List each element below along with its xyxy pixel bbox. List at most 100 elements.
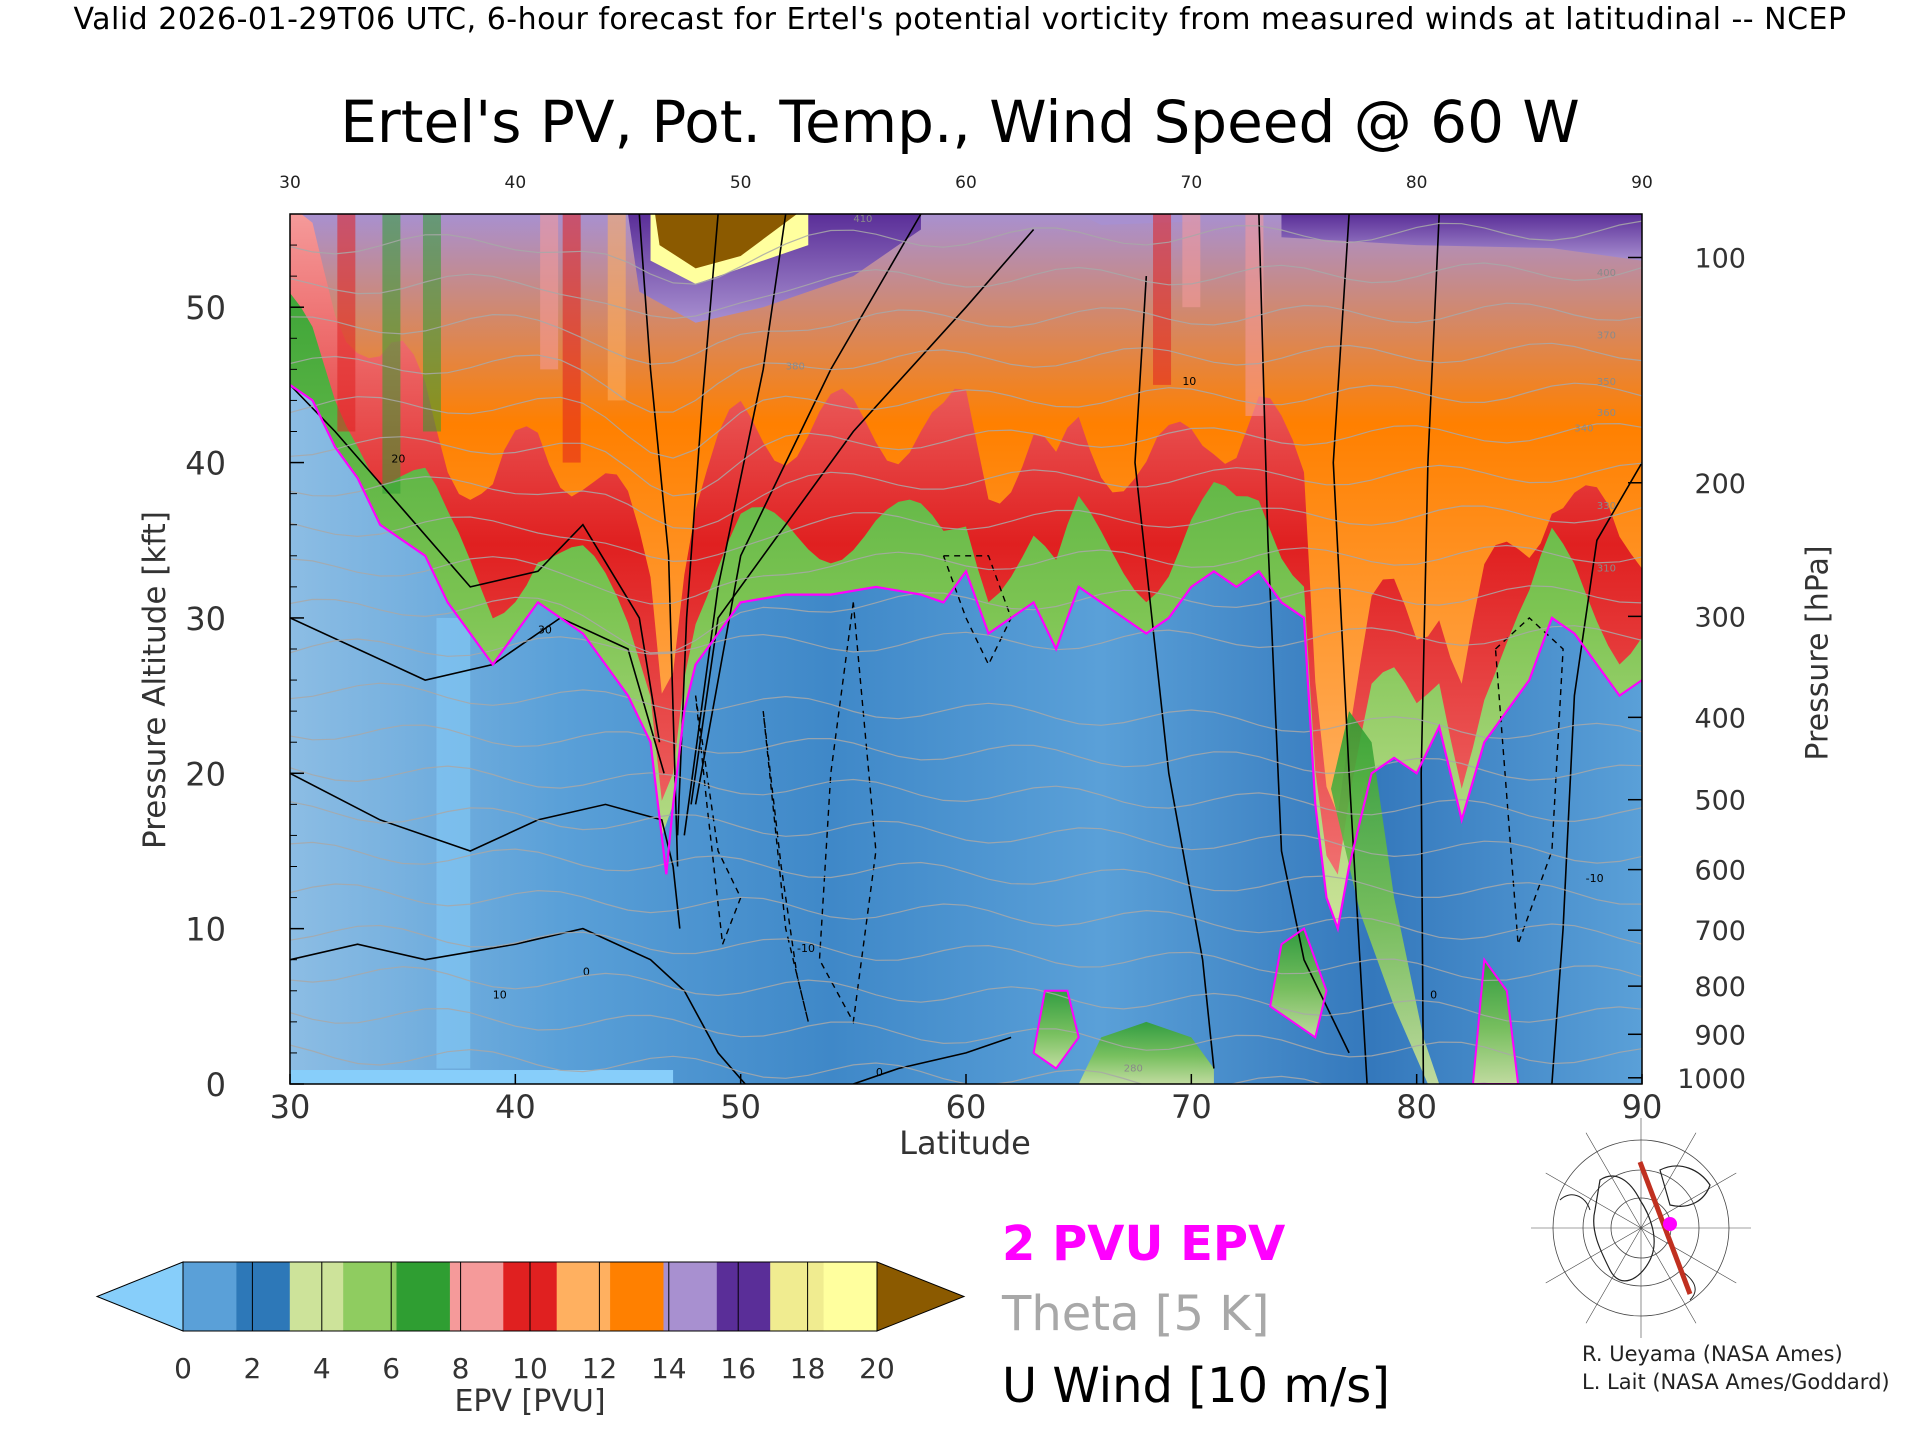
x-tick-label: 90: [1622, 1088, 1663, 1126]
theta-contour-line: [290, 765, 1642, 823]
theta-contour-line: [290, 382, 1642, 459]
colorbar-swatch: [770, 1262, 825, 1331]
theta-contour-label: 380: [786, 361, 805, 372]
wind-contour-label: 10: [493, 989, 507, 1002]
pv-2pvu-island: [1471, 956, 1520, 1084]
theta-contour-label: 330: [1597, 501, 1616, 512]
wind-contour-line: [290, 384, 661, 743]
x-tick-label: 60: [946, 1088, 987, 1126]
x-top-tick-label: 60: [955, 173, 977, 193]
colorbar-swatch: [716, 1262, 771, 1331]
wind-contour-label: -10: [1586, 872, 1604, 885]
colorbar: 0 2 4 6 8 10 12 14 16 18 20: [95, 1261, 966, 1385]
x-top-tick-label: 30: [279, 173, 301, 193]
x-axis: 30 30 40 40 50 50 60 60 70 70 80 80 90 90: [270, 173, 1663, 1126]
theta-contour-line: [290, 262, 1642, 320]
theta-contour-line: [290, 966, 1642, 1023]
colorbar-label: EPV [PVU]: [454, 1384, 606, 1419]
epv-low-green-4: [1270, 928, 1327, 1038]
colorbar-tick-label: 6: [382, 1352, 400, 1385]
theta-contour-line: [290, 924, 1642, 982]
colorbar-swatch: [663, 1262, 718, 1331]
wind-contour-dashed: [694, 695, 742, 945]
pressure-tick-label: 800: [1694, 972, 1746, 1003]
x-axis-label: Latitude: [899, 1124, 1031, 1162]
wind-contour-line: [853, 1036, 1012, 1084]
colorbar-tick-label: 2: [243, 1352, 261, 1385]
epv-streak-7: [1153, 214, 1172, 385]
pressure-tick-label: 1000: [1677, 1064, 1746, 1095]
pressure-tick-label: 300: [1694, 602, 1746, 633]
colorbar-swatch: [823, 1262, 878, 1331]
epv-streak-2: [422, 214, 441, 432]
y-tick-label: 50: [185, 289, 226, 327]
theta-contour-line: [290, 1007, 1642, 1065]
legend-pv: 2 PVU EPV: [1002, 1216, 1286, 1272]
colorbar-tick-label: 18: [790, 1352, 826, 1385]
x-tick-label: 80: [1396, 1088, 1437, 1126]
theta-contour-label: 410: [853, 214, 872, 225]
epv-low-green-2: [1078, 1021, 1214, 1084]
colorbar-swatch: [610, 1262, 665, 1331]
epv-low-green-3: [1033, 990, 1079, 1069]
colorbar-swatch: [289, 1262, 344, 1331]
y-tick-label: 30: [185, 600, 226, 638]
theta-contour-label: 280: [1124, 1064, 1143, 1075]
epv-streak-1: [382, 214, 401, 494]
colorbar-swatch: [236, 1262, 291, 1331]
wind-contour-line: [1134, 276, 1215, 1069]
x-top-tick-label: 40: [505, 173, 527, 193]
theta-contour-line: [290, 841, 1642, 905]
epv-streak-6: [1182, 214, 1201, 308]
colorbar-tick-label: 20: [859, 1352, 895, 1385]
theta-contour-label: 370: [1597, 330, 1616, 341]
y-axis-left: 0 10 20 30 40 50: [185, 244, 304, 1104]
epv-low-green-0: [1331, 711, 1440, 1084]
colorbar-swatch: [396, 1262, 451, 1331]
wind-contour-label: 0: [1430, 989, 1437, 1002]
x-top-tick-label: 80: [1406, 173, 1428, 193]
theta-contour-label: 310: [1597, 563, 1616, 574]
legend-theta: Theta [5 K]: [1002, 1286, 1270, 1342]
x-top-tick-label: 70: [1181, 173, 1203, 193]
epv-field: [290, 214, 1642, 1084]
wind-contour-label: 0: [583, 965, 590, 978]
pv-2pvu-line: [290, 383, 1642, 933]
colorbar-swatch: [449, 1262, 504, 1331]
colorbar-swatch: [343, 1262, 398, 1331]
y-tick-label: 40: [185, 445, 226, 483]
theta-contour-label: 360: [1597, 408, 1616, 419]
colorbar-swatch: [556, 1262, 611, 1331]
pressure-tick-label: 500: [1694, 786, 1746, 817]
wind-contour-dashed: [942, 555, 1012, 667]
wind-contour-line: [638, 214, 679, 867]
pressure-tick-label: 600: [1694, 856, 1746, 887]
wind-contours: 10 30 0 0 10 0 -10 -10 20: [290, 214, 1642, 1084]
theta-contour-line: [290, 883, 1642, 945]
epv-band-purple-2: [1281, 214, 1642, 261]
colorbar-over-arrow: [876, 1261, 966, 1332]
x-top-tick-label: 50: [730, 173, 752, 193]
theta-contour-line: [290, 342, 1642, 413]
theta-contour-line: [290, 302, 1642, 365]
colorbar-tick-label: 12: [582, 1352, 618, 1385]
theta-contour-line: [290, 462, 1642, 530]
theta-contour-line: [290, 724, 1642, 781]
y-axis-right: 1000 900 800 700 600 500 400 300 200 100: [1628, 244, 1746, 1095]
colorbar-swatch: [183, 1262, 237, 1331]
y-axis-label-right: Pressure [hPa]: [1800, 545, 1836, 761]
theta-contour-line: [290, 544, 1642, 605]
wind-contour-line: [1420, 214, 1440, 1084]
colorbar-tick-label: 10: [512, 1352, 548, 1385]
wind-contour-line: [690, 228, 1035, 805]
epv-streak-4: [562, 214, 581, 463]
colorbar-tick-label: 4: [313, 1352, 331, 1385]
theta-contour-line: [290, 505, 1642, 563]
epv-under-streak: [436, 617, 471, 1069]
credit-line-1: R. Ueyama (NASA Ames): [1582, 1342, 1843, 1366]
theta-contour-line: [290, 682, 1642, 740]
wind-contour-line: [290, 927, 746, 1084]
colorbar-tick-label: 16: [720, 1352, 756, 1385]
